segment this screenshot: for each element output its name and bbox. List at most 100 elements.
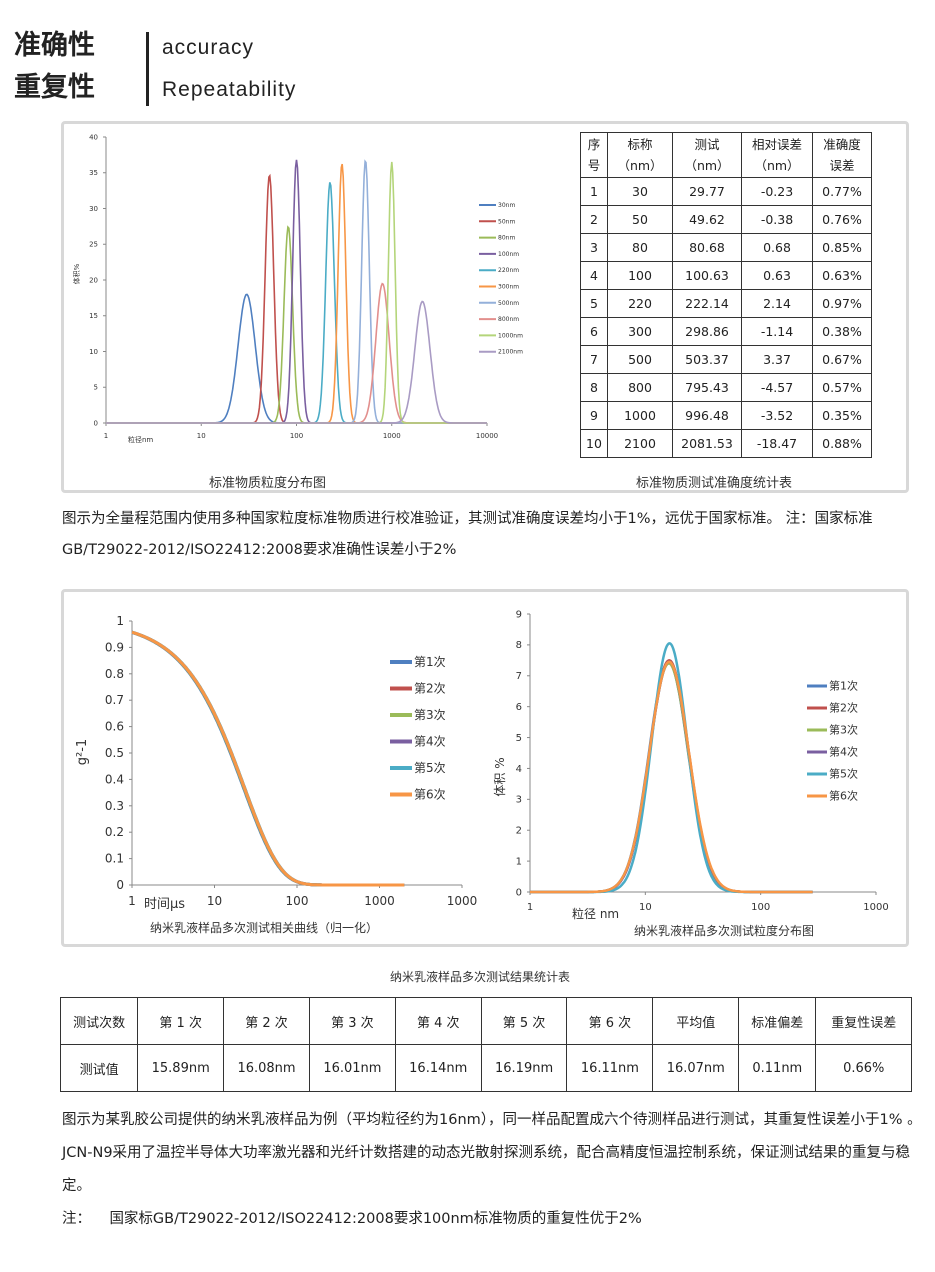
table-cell: 0.57% [812, 373, 872, 402]
table-header-cell: 第 5 次 [480, 997, 568, 1045]
y-tick-label: 0.8 [105, 667, 124, 681]
legend-label: 2100nm [498, 349, 523, 356]
table-cell: 50 [607, 205, 673, 234]
table-header-row: 测试次数第 1 次第 2 次第 3 次第 4 次第 5 次第 6 次平均值 标准偏… [59, 997, 912, 1045]
table-header-cell: 测试次数 [59, 997, 139, 1045]
y-tick-label: 0.7 [105, 693, 124, 707]
y-tick-label: 0.3 [105, 799, 124, 813]
chart-title: 纳米乳液样品多次测试相关曲线（归一化） [150, 920, 378, 935]
results-table-title: 纳米乳液样品多次测试结果统计表 [390, 970, 571, 984]
legend-label: 50nm [498, 218, 515, 225]
table-cell: 16.14nm [394, 1044, 482, 1092]
legend-label: 第6次 [829, 789, 858, 803]
table-header-row: 序号标称 （nm） 测试 （nm） 相对误差 （nm） 准确度 误差 [580, 132, 872, 178]
table-cell: 3 [580, 233, 608, 262]
legend-label: 800nm [498, 316, 519, 323]
x-tick-label: 1 [128, 894, 136, 908]
legend-label: 30nm [498, 202, 515, 209]
x-tick-label: 1000 [364, 894, 395, 908]
y-tick-label: 1 [516, 856, 522, 867]
accuracy-table: 序号标称 （nm） 测试 （nm） 相对误差 （nm） 准确度 误差 1 30 29.77 -0.23… [580, 132, 872, 458]
y-tick-label: 0.5 [105, 746, 124, 760]
y-axis-label: 体积% [72, 263, 81, 284]
table-cell: 2081.53 [672, 429, 742, 458]
x-tick-label: 1 [104, 432, 108, 440]
legend-label: 第5次 [829, 767, 858, 781]
table-cell: 测试值 [59, 1044, 139, 1092]
table-row: 2 50 49.62 -0.38 0.76% [580, 205, 872, 234]
series-line-第1次 [530, 660, 813, 894]
x-tick-label: 1000 [447, 894, 478, 908]
repeatability-paragraph: 图示为某乳胶公司提供的纳米乳液样品为例（平均粒径约为16nm），同一样品配置成六… [62, 1112, 922, 1194]
y-tick-label: 0.4 [105, 772, 124, 786]
chart-caption: 标准物质粒度分布图 [209, 476, 327, 491]
table-cell: 7 [580, 345, 608, 374]
y-tick-label: 40 [89, 133, 98, 141]
correlation-chart: 0 0.1 0.2 0.3 0.4 0.5 0.6 0.7 0.8 0.9 1 1 10 100 1000 1… [75, 614, 478, 935]
table-row: 10 2100 2081.53 -18.47 0.88% [580, 429, 872, 458]
table-cell: 16.11nm [566, 1044, 654, 1092]
series-line-第3次 [530, 662, 813, 894]
table-cell: 2.14 [741, 289, 813, 318]
table-cell: 0.11nm [738, 1044, 817, 1092]
legend-label: 第2次 [829, 701, 858, 715]
table-header-cell: 第 2 次 [223, 997, 310, 1045]
legend-label: 220nm [498, 267, 519, 274]
accuracy-paragraph: 图示为全量程范围内使用多种国家粒度标准物质进行校准验证，其测试准确度误差均小于1… [62, 511, 873, 558]
title-accuracy-en: accuracy [162, 36, 255, 59]
table-cell: 0.97% [812, 289, 872, 318]
table-cell: 3.37 [741, 345, 813, 374]
table-cell: 1000 [607, 401, 673, 430]
accuracy-panel: 0 5 10 15 20 25 30 35 40 1 10 100 1000 10000 粒径nm 体积% 30… [61, 121, 909, 493]
table-header-cell: 第 4 次 [394, 997, 482, 1045]
legend-label: 第3次 [414, 708, 446, 722]
legend-label: 第6次 [414, 788, 446, 802]
table-cell: 100 [607, 261, 673, 290]
table-cell: 49.62 [672, 205, 742, 234]
table-cell: 0.63% [812, 261, 872, 290]
table-cell: 16.08nm [223, 1044, 310, 1092]
y-tick-label: 0.1 [105, 852, 124, 866]
table-cell: 0.85% [812, 233, 872, 262]
legend-label: 第2次 [414, 682, 446, 696]
table-cell: 300 [607, 317, 673, 346]
table-cell: 100.63 [672, 261, 742, 290]
table-header-cell: 标称 （nm） [607, 132, 673, 178]
table-cell: 10 [580, 429, 608, 458]
table-cell: 4 [580, 261, 608, 290]
table-row: 测试值 15.89nm 16.08nm 16.01nm 16.14nm 16.19nm 16… [59, 1044, 912, 1092]
y-tick-label: 0.9 [105, 640, 124, 654]
table-row: 1 30 29.77 -0.23 0.77% [580, 177, 872, 206]
table-cell: 8 [580, 373, 608, 402]
series-line-2100nm [106, 300, 487, 424]
legend-label: 第4次 [829, 745, 858, 759]
table-header-cell: 相对误差 （nm） [741, 132, 813, 178]
legend-label: 第1次 [829, 679, 858, 693]
table-cell: 2100 [607, 429, 673, 458]
y-tick-label: 4 [516, 764, 522, 775]
x-tick-label: 10 [639, 902, 652, 913]
y-tick-label: 2 [516, 826, 522, 837]
table-cell: 1 [580, 177, 608, 206]
note-label: 注： [62, 1211, 91, 1227]
y-tick-label: 5 [94, 384, 98, 392]
table-row: 9 1000 996.48 -3.52 0.35% [580, 401, 872, 430]
x-tick-label: 10 [207, 894, 222, 908]
table-cell: -4.57 [741, 373, 813, 402]
table-cell: -1.14 [741, 317, 813, 346]
table-cell: 80 [607, 233, 673, 262]
legend-label: 第5次 [414, 761, 446, 775]
legend-label: 第1次 [414, 655, 446, 669]
series-line-第4次 [530, 660, 813, 894]
table-cell: 996.48 [672, 401, 742, 430]
x-axis-label: 粒径nm [128, 435, 153, 444]
y-tick-label: 0.2 [105, 825, 124, 839]
y-tick-label: 5 [516, 733, 522, 744]
y-tick-label: 1 [116, 614, 124, 628]
table-cell: -0.23 [741, 177, 813, 206]
legend-label: 500nm [498, 300, 519, 307]
title-accuracy-cn: 准确性 [14, 30, 95, 61]
table-caption: 标准物质测试准确度统计表 [636, 476, 793, 491]
table-header-cell: 测试 （nm） [672, 132, 742, 178]
repeatability-panel: 0 0.1 0.2 0.3 0.4 0.5 0.6 0.7 0.8 0.9 1 1 10 100 1000 1… [61, 589, 909, 947]
